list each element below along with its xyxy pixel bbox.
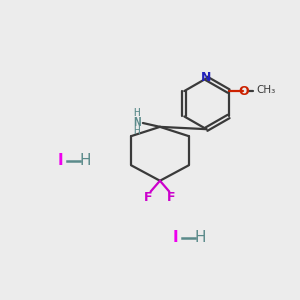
- Text: H: H: [133, 108, 140, 118]
- Text: H: H: [133, 127, 140, 136]
- Text: H: H: [194, 230, 206, 245]
- Text: I: I: [172, 230, 178, 245]
- Text: O: O: [239, 85, 249, 98]
- Text: F: F: [167, 191, 176, 204]
- Text: F: F: [144, 191, 153, 204]
- Text: H: H: [80, 153, 91, 168]
- Text: N: N: [133, 116, 140, 129]
- Text: I: I: [58, 153, 64, 168]
- Text: N: N: [201, 71, 212, 84]
- Text: CH₃: CH₃: [256, 85, 276, 95]
